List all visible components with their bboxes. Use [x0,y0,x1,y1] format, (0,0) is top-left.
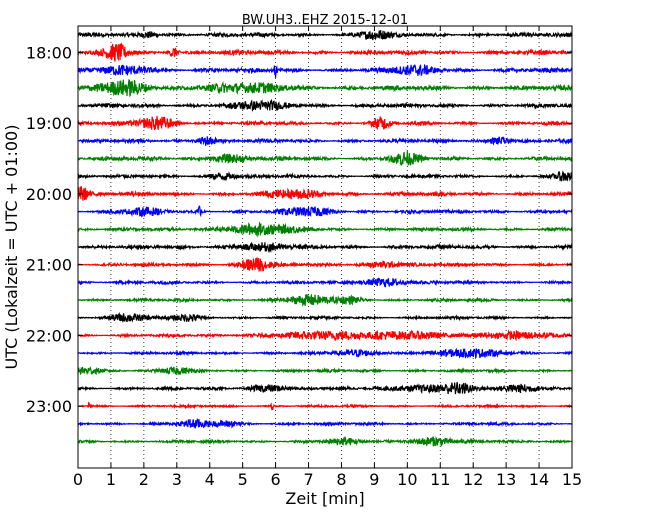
trace-1845 [77,98,573,112]
x-tick-label: 0 [73,470,83,489]
x-tick-label: 4 [205,470,215,489]
y-tick-label: 22:00 [26,326,72,345]
trace-2115 [77,276,573,288]
y-tick-label: 23:00 [26,397,72,416]
trace-2100 [77,257,573,272]
trace-2200 [77,329,573,342]
trace-2215 [77,347,573,360]
x-tick-label: 9 [369,470,379,489]
y-tick-label: 21:00 [26,256,72,275]
y-tick-label: 19:00 [26,114,72,133]
trace-1945 [77,170,573,182]
x-axis-ticks: 0 1 2 3 4 5 6 7 8 9 10 11 12 13 14 15 [73,26,582,489]
plot-frame [77,25,573,469]
x-tick-label: 3 [172,470,182,489]
x-tick-label: 1 [106,470,116,489]
trace-1815 [77,63,573,78]
trace-1900 [77,115,573,131]
x-tick-label: 11 [430,470,450,489]
trace-2145 [77,311,573,323]
x-tick-label: 10 [397,470,417,489]
trace-2130 [77,294,573,307]
trace-1800 [77,42,573,62]
x-tick-label: 14 [529,470,549,489]
x-tick-label: 15 [562,470,582,489]
trace-1830 [77,78,573,98]
trace-1745 [77,30,573,41]
trace-1930 [77,151,573,167]
trace-2230 [77,365,573,376]
trace-1915 [77,135,573,146]
y-axis-label: UTC (Lokalzeit = UTC + 01:00) [2,125,21,370]
trace-2315 [77,418,573,429]
y-tick-label: 18:00 [26,44,72,63]
x-tick-label: 5 [238,470,248,489]
x-tick-label: 6 [271,470,281,489]
y-axis-ticks: 18:00 19:00 20:00 21:00 22:00 23:00 [26,44,572,416]
trace-2330 [77,435,573,448]
trace-2030 [77,221,573,238]
x-tick-label: 12 [463,470,483,489]
trace-2300 [77,401,573,411]
x-axis-label: Zeit [min] [285,489,364,508]
y-tick-label: 20:00 [26,185,72,204]
x-tick-label: 7 [303,470,313,489]
trace-2045 [77,241,573,254]
trace-group [77,30,573,448]
trace-2000 [77,186,573,201]
x-tick-label: 8 [336,470,346,489]
chart-title: BW.UH3..EHZ 2015-12-01 [242,13,408,28]
x-tick-label: 13 [496,470,516,489]
trace-2015 [77,205,573,218]
trace-2245 [77,382,573,395]
x-tick-label: 2 [139,470,149,489]
